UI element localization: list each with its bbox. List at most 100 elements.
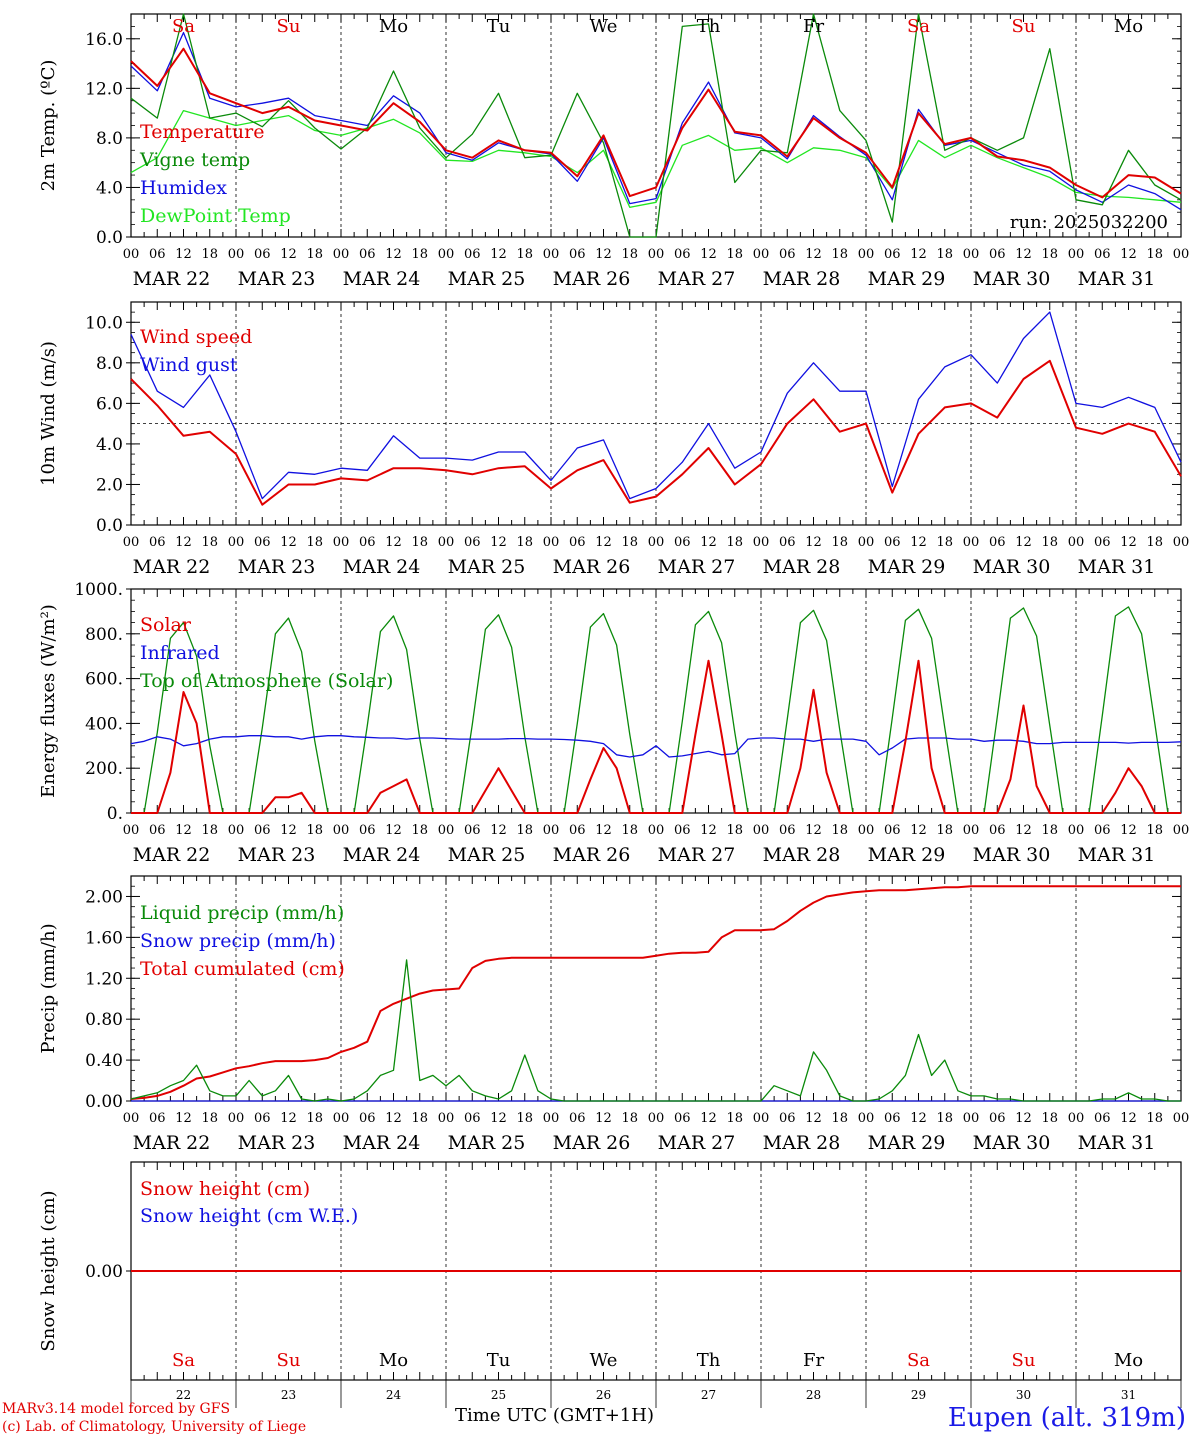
date-label: MAR 28 <box>763 1132 841 1154</box>
hour-label: 06 <box>359 247 376 262</box>
hour-label: 12 <box>490 247 507 262</box>
weekday-label: Mo <box>379 1350 408 1371</box>
hour-label: 06 <box>464 823 481 838</box>
hour-label: 00 <box>753 823 770 838</box>
hour-label: 12 <box>700 535 717 550</box>
hour-label: 12 <box>280 823 297 838</box>
weekday-label: Su <box>277 1350 301 1371</box>
y-tick-label: 0.80 <box>85 1010 123 1030</box>
y-tick-label: 16.0 <box>85 30 123 50</box>
y-tick-label: 600. <box>85 670 123 690</box>
hour-label: 18 <box>201 535 218 550</box>
panel-5: 0.00 Snow height (cm) Snow height (cm) Snow… <box>38 1161 1182 1408</box>
hour-label: 18 <box>936 247 953 262</box>
hour-label: 00 <box>1173 823 1190 838</box>
hour-label: 12 <box>490 535 507 550</box>
day-number-label: 22 <box>176 1388 191 1402</box>
hour-label: 06 <box>149 247 166 262</box>
hour-label: 00 <box>1173 1111 1190 1126</box>
hour-label: 06 <box>989 1111 1006 1126</box>
date-label: MAR 22 <box>133 268 211 290</box>
hour-label: 18 <box>1041 535 1058 550</box>
series-line <box>130 735 1182 758</box>
hour-label: 06 <box>884 1111 901 1126</box>
hour-label: 00 <box>858 823 875 838</box>
legend-entry: Vigne temp <box>139 149 250 171</box>
hour-label: 12 <box>910 823 927 838</box>
hour-label: 18 <box>1146 535 1163 550</box>
day-number-label: 30 <box>1016 1388 1031 1402</box>
hour-label: 12 <box>1120 535 1137 550</box>
date-label: MAR 22 <box>133 556 211 578</box>
hour-label: 18 <box>621 1111 638 1126</box>
hour-label: 06 <box>254 1111 271 1126</box>
model-credit-line1: MARv3.14 model forced by GFS <box>2 1401 231 1417</box>
hour-label: 12 <box>595 823 612 838</box>
hour-label: 12 <box>910 1111 927 1126</box>
legend-entry: Top of Atmosphere (Solar) <box>140 670 393 692</box>
weekday-label: Su <box>1012 1350 1036 1371</box>
hour-label: 18 <box>621 823 638 838</box>
date-label: MAR 24 <box>343 1132 421 1154</box>
date-label: MAR 31 <box>1078 1132 1156 1154</box>
hour-label: 06 <box>779 535 796 550</box>
hour-label: 06 <box>989 535 1006 550</box>
date-label: MAR 23 <box>238 1132 316 1154</box>
date-label: MAR 24 <box>343 844 421 866</box>
y-tick-label: 0.0 <box>96 228 123 248</box>
date-label: MAR 25 <box>448 1132 526 1154</box>
time-axis-title: Time UTC (GMT+1H) <box>455 1405 654 1426</box>
panel-3: 0. 200. 400. 600. 800. 1000. Energy fluxes (W/… <box>38 580 1189 866</box>
series-line <box>130 311 1182 500</box>
y-tick-label: 12.0 <box>85 79 123 99</box>
series-line <box>130 885 1181 1100</box>
day-number-label: 24 <box>386 1388 402 1402</box>
hour-label: 12 <box>595 1111 612 1126</box>
weekday-label: Th <box>697 16 721 37</box>
y-tick-label: 4.0 <box>96 178 123 198</box>
date-label: MAR 26 <box>553 844 631 866</box>
hour-label: 12 <box>385 535 402 550</box>
hour-label: 00 <box>228 247 245 262</box>
hour-label: 12 <box>280 1111 297 1126</box>
hour-label: 06 <box>149 823 166 838</box>
hour-label: 00 <box>648 535 665 550</box>
y-tick-label: 800. <box>85 625 123 645</box>
y-tick-label: 0.0 <box>96 516 123 536</box>
hour-label: 06 <box>674 1111 691 1126</box>
hour-label: 06 <box>989 823 1006 838</box>
hour-label: 12 <box>1120 1111 1137 1126</box>
hour-label: 06 <box>884 823 901 838</box>
y-tick-label: 1.20 <box>85 969 123 989</box>
y-tick-label: 4.0 <box>96 435 123 455</box>
series-line <box>130 959 1181 1102</box>
legend-entry: Solar <box>140 614 192 636</box>
weekday-label: We <box>590 1350 618 1371</box>
hour-label: 18 <box>411 535 428 550</box>
plot-frame <box>130 588 1182 814</box>
date-label: MAR 24 <box>343 556 421 578</box>
hour-label: 18 <box>1146 247 1163 262</box>
hour-label: 12 <box>595 535 612 550</box>
hour-label: 12 <box>280 535 297 550</box>
hour-label: 00 <box>1068 535 1085 550</box>
hour-label: 00 <box>543 535 560 550</box>
y-axis-label: Snow height (cm) <box>38 1190 59 1351</box>
hour-label: 12 <box>490 823 507 838</box>
weekday-label: Sa <box>907 16 930 37</box>
hour-label: 06 <box>359 823 376 838</box>
y-tick-label: 0. <box>107 804 123 824</box>
day-number-label: 27 <box>701 1388 716 1402</box>
date-label: MAR 28 <box>763 268 841 290</box>
hour-label: 00 <box>123 247 140 262</box>
model-credit-line2: (c) Lab. of Climatology, University of L… <box>2 1419 307 1435</box>
weekday-label: Tu <box>487 1350 511 1371</box>
hour-label: 00 <box>963 1111 980 1126</box>
date-label: MAR 27 <box>658 844 736 866</box>
day-number-label: 23 <box>281 1388 296 1402</box>
hour-label: 06 <box>1094 823 1111 838</box>
legend-entry: Temperature <box>140 121 264 143</box>
weekday-label: Fr <box>803 16 824 37</box>
y-tick-label: 400. <box>85 714 123 734</box>
